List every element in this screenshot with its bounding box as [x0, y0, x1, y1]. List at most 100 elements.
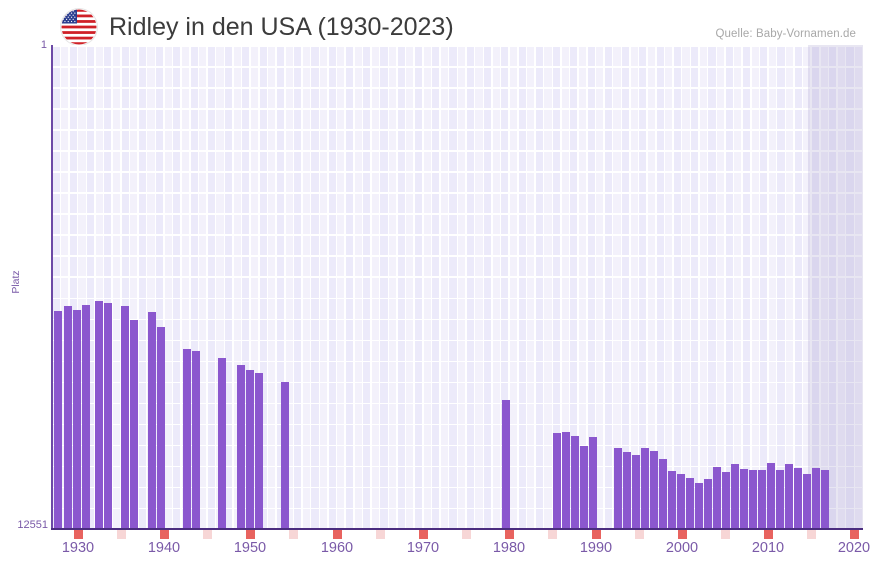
bar[interactable]	[237, 365, 245, 529]
bar[interactable]	[614, 448, 622, 529]
gridline-vertical	[611, 45, 614, 529]
source-attribution: Quelle: Baby-Vornamen.de	[715, 28, 856, 40]
bar[interactable]	[704, 479, 712, 529]
bar[interactable]	[218, 358, 226, 529]
bar[interactable]	[54, 311, 62, 529]
bar[interactable]	[192, 351, 200, 529]
gridline-vertical	[689, 45, 692, 529]
bar[interactable]	[64, 306, 72, 529]
column-band	[240, 45, 250, 529]
gridline-vertical	[180, 45, 182, 529]
gridline-vertical	[240, 45, 243, 529]
gridline-vertical	[525, 45, 528, 529]
gridline-vertical	[275, 45, 277, 529]
gridline-vertical	[447, 45, 450, 529]
column-band	[154, 45, 164, 529]
bar[interactable]	[794, 468, 802, 529]
bar[interactable]	[82, 305, 90, 529]
bar[interactable]	[731, 464, 739, 529]
bar[interactable]	[803, 474, 811, 529]
bar[interactable]	[650, 451, 658, 529]
bar[interactable]	[148, 312, 156, 529]
column-band	[189, 45, 198, 529]
gridline-vertical	[413, 45, 415, 529]
column-band	[85, 45, 95, 529]
bar[interactable]	[722, 472, 730, 529]
x-tick-minor	[635, 530, 644, 539]
bar[interactable]	[246, 370, 254, 529]
x-tick-minor	[376, 530, 385, 539]
x-axis-tick-label: 1980	[492, 540, 526, 556]
gridline-vertical	[775, 45, 778, 529]
x-tick-major	[678, 530, 687, 539]
x-tick-minor	[462, 530, 471, 539]
bar[interactable]	[659, 459, 667, 529]
bar[interactable]	[95, 301, 103, 529]
bar[interactable]	[589, 437, 597, 529]
bar[interactable]	[73, 310, 81, 529]
bar[interactable]	[104, 303, 112, 529]
gridline-vertical	[85, 45, 88, 529]
gridline-vertical	[672, 45, 674, 529]
bar[interactable]	[713, 467, 721, 529]
gridline-vertical	[784, 45, 787, 529]
gridline-vertical	[706, 45, 709, 529]
column-band	[568, 45, 578, 529]
bar[interactable]	[632, 455, 640, 529]
bar[interactable]	[677, 474, 685, 529]
column-band	[447, 45, 457, 529]
bar[interactable]	[740, 469, 748, 529]
gridline-vertical	[732, 45, 735, 529]
bar[interactable]	[623, 452, 631, 529]
bar[interactable]	[183, 349, 191, 529]
bar[interactable]	[553, 433, 561, 529]
column-band	[309, 45, 319, 529]
bar[interactable]	[785, 464, 793, 529]
bar[interactable]	[502, 400, 510, 529]
gridline-vertical	[94, 45, 96, 529]
gridline-vertical	[102, 45, 105, 529]
bar[interactable]	[130, 320, 138, 529]
gridline-vertical	[258, 45, 260, 529]
bar[interactable]	[776, 470, 784, 529]
bar[interactable]	[686, 478, 694, 529]
bar[interactable]	[668, 471, 676, 529]
gridline-vertical	[111, 45, 113, 529]
gridline-vertical	[568, 45, 571, 529]
x-axis-tick-label: 1950	[233, 540, 267, 556]
gridline-vertical	[301, 45, 303, 529]
bar[interactable]	[562, 432, 570, 529]
gridline-vertical	[318, 45, 321, 529]
gridline-vertical	[76, 45, 79, 529]
bar[interactable]	[281, 382, 289, 529]
gridline-vertical	[171, 45, 174, 529]
bar[interactable]	[812, 468, 820, 529]
gridline-vertical	[473, 45, 476, 529]
bar[interactable]	[641, 448, 649, 529]
x-axis-tick-label: 1940	[147, 540, 181, 556]
gridline-vertical	[844, 45, 847, 529]
bar[interactable]	[749, 470, 757, 529]
column-band	[327, 45, 336, 529]
column-band	[102, 45, 112, 529]
plot-area	[51, 45, 863, 529]
bar[interactable]	[695, 483, 703, 529]
gridline-vertical	[361, 45, 364, 529]
x-axis-tick-label: 2020	[837, 540, 871, 556]
gridline-vertical	[189, 45, 191, 529]
bar[interactable]	[121, 306, 129, 529]
bar[interactable]	[571, 436, 579, 529]
column-band	[206, 45, 215, 529]
bar[interactable]	[157, 327, 165, 529]
bar[interactable]	[580, 446, 588, 529]
gridline-vertical	[827, 45, 830, 529]
bar[interactable]	[255, 373, 263, 529]
bar[interactable]	[821, 470, 829, 529]
no-data-overlay	[808, 45, 863, 529]
bar[interactable]	[767, 463, 775, 529]
gridline-vertical	[586, 45, 588, 529]
bar[interactable]	[758, 470, 766, 529]
column-band	[413, 45, 423, 529]
gridline-vertical	[214, 45, 217, 529]
